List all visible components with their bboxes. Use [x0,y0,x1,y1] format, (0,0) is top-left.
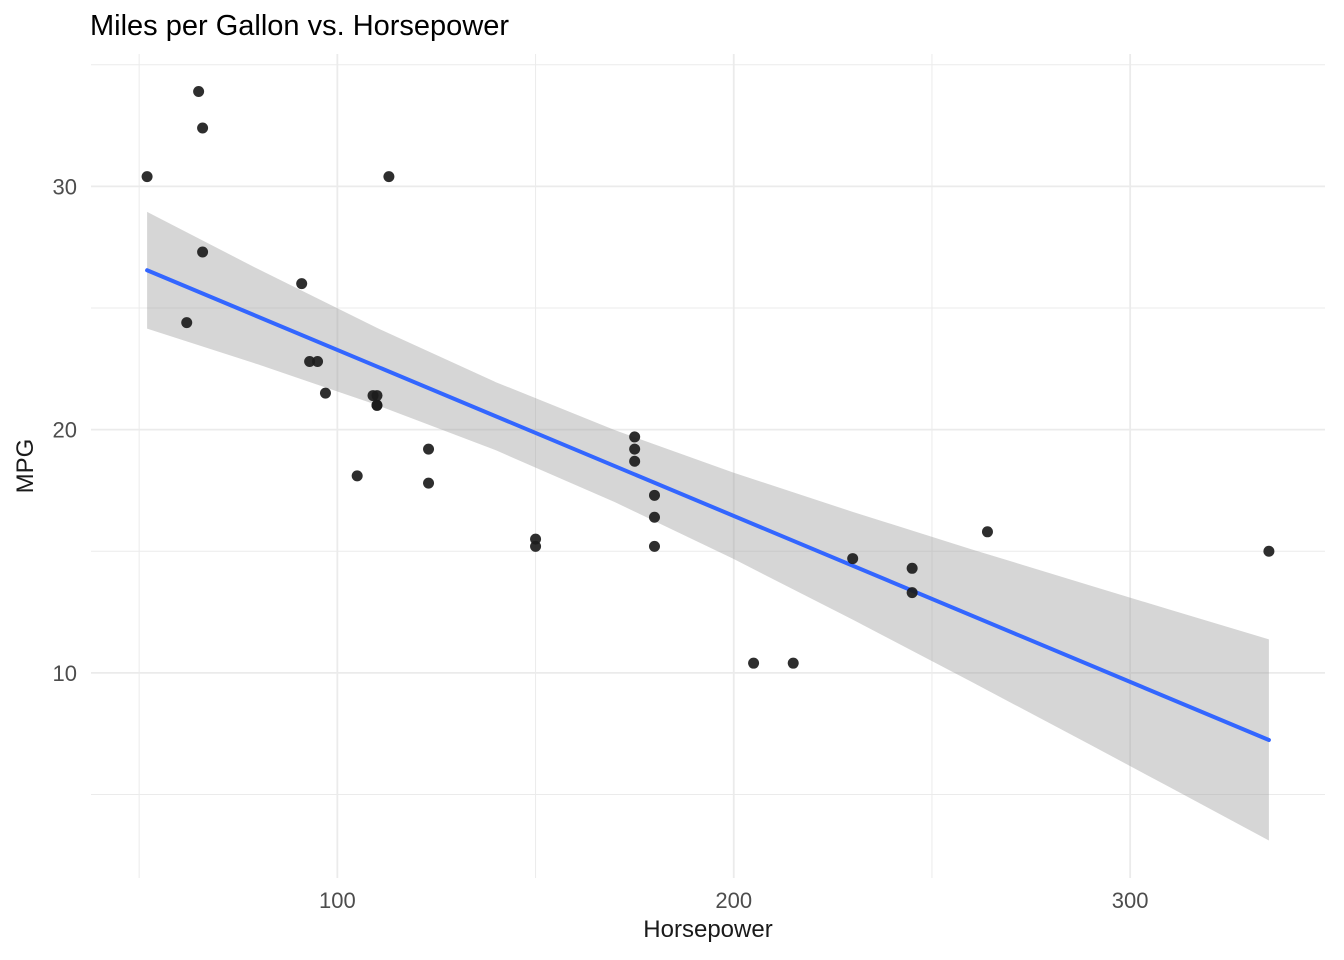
data-point [847,553,859,565]
data-point [304,356,316,368]
data-point [197,122,209,134]
x-axis-title: Horsepower [643,916,773,943]
y-axis-title: MPG [12,438,39,494]
data-point [906,562,918,574]
data-point [648,489,660,501]
data-point [981,526,993,538]
data-point [371,399,383,411]
data-point [141,171,153,183]
data-point [648,511,660,523]
data-point [193,85,205,97]
data-point [319,387,331,399]
trend-line [145,268,1271,743]
y-tick-label: 30 [53,174,77,199]
data-point [530,540,542,552]
y-tick-label: 10 [53,661,77,686]
data-point [423,443,435,455]
data-point [351,470,363,482]
data-point [296,278,308,290]
data-point [629,431,641,443]
data-point [787,657,799,669]
confidence-ribbon [147,211,1269,841]
x-tick-label: 300 [1112,888,1149,913]
data-point [312,356,324,368]
data-point [181,317,193,329]
data-point [648,540,660,552]
data-point [629,455,641,467]
x-tick-label: 100 [319,888,356,913]
y-tick-label: 20 [53,418,77,443]
data-point [367,390,379,402]
data-point [197,246,209,258]
data-point [1263,545,1275,557]
data-point [423,477,435,489]
data-point [906,587,918,599]
chart-title: Miles per Gallon vs. Horsepower [90,10,510,42]
data-point [629,443,641,455]
data-point [748,657,760,669]
data-point [383,171,395,183]
x-tick-label: 200 [715,888,752,913]
